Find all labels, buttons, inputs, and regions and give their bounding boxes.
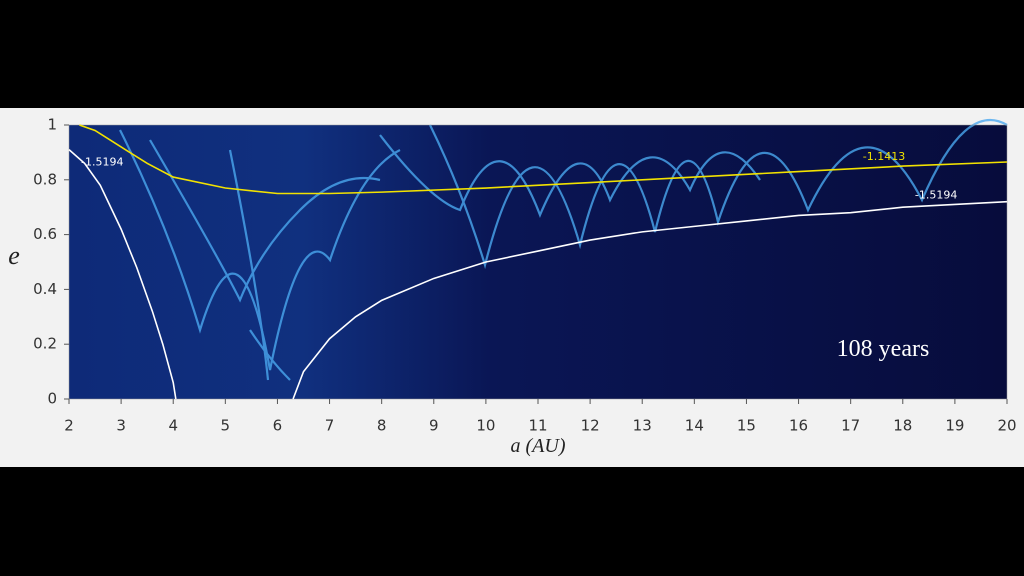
contour-label: -1.1413 bbox=[863, 150, 905, 163]
y-tick-label: 0.8 bbox=[33, 170, 57, 188]
contour-line bbox=[79, 124, 1008, 195]
x-tick-label: 3 bbox=[116, 417, 126, 435]
x-tick-label: 7 bbox=[325, 417, 335, 435]
x-tick-label: 10 bbox=[476, 417, 495, 435]
x-tick-label: 14 bbox=[685, 417, 704, 435]
x-tick-label: 18 bbox=[893, 417, 912, 435]
x-tick-label: 2 bbox=[64, 417, 74, 435]
x-axis-label: a (AU) bbox=[511, 435, 566, 457]
y-tick-label: 0.4 bbox=[33, 280, 57, 298]
annotation: 108 years bbox=[837, 336, 930, 362]
contour-label: -1.5194 bbox=[915, 188, 957, 201]
y-tick-label: 0 bbox=[47, 390, 57, 408]
heatmap bbox=[69, 125, 1007, 399]
y-axis-label: e bbox=[8, 241, 20, 270]
contour-label: -1.5194 bbox=[81, 156, 123, 169]
x-tick-label: 20 bbox=[997, 417, 1016, 435]
resonance-pattern bbox=[119, 119, 1008, 381]
y-tick-label: 0.6 bbox=[33, 225, 57, 243]
x-tick-label: 9 bbox=[429, 417, 439, 435]
x-tick-label: 8 bbox=[377, 417, 387, 435]
x-tick-label: 12 bbox=[581, 417, 600, 435]
x-tick-label: 11 bbox=[528, 417, 547, 435]
x-tick-label: 6 bbox=[273, 417, 283, 435]
y-tick-label: 0.2 bbox=[33, 335, 57, 353]
x-tick-label: 16 bbox=[789, 417, 808, 435]
x-tick-label: 17 bbox=[841, 417, 860, 435]
x-tick-label: 5 bbox=[221, 417, 231, 435]
contour-line bbox=[292, 200, 1008, 400]
x-tick-label: 13 bbox=[633, 417, 652, 435]
contour-line bbox=[68, 149, 177, 400]
x-tick-label: 4 bbox=[168, 417, 178, 435]
x-tick-label: 19 bbox=[945, 417, 964, 435]
x-tick-label: 15 bbox=[737, 417, 756, 435]
y-tick-label: 1 bbox=[47, 116, 57, 134]
